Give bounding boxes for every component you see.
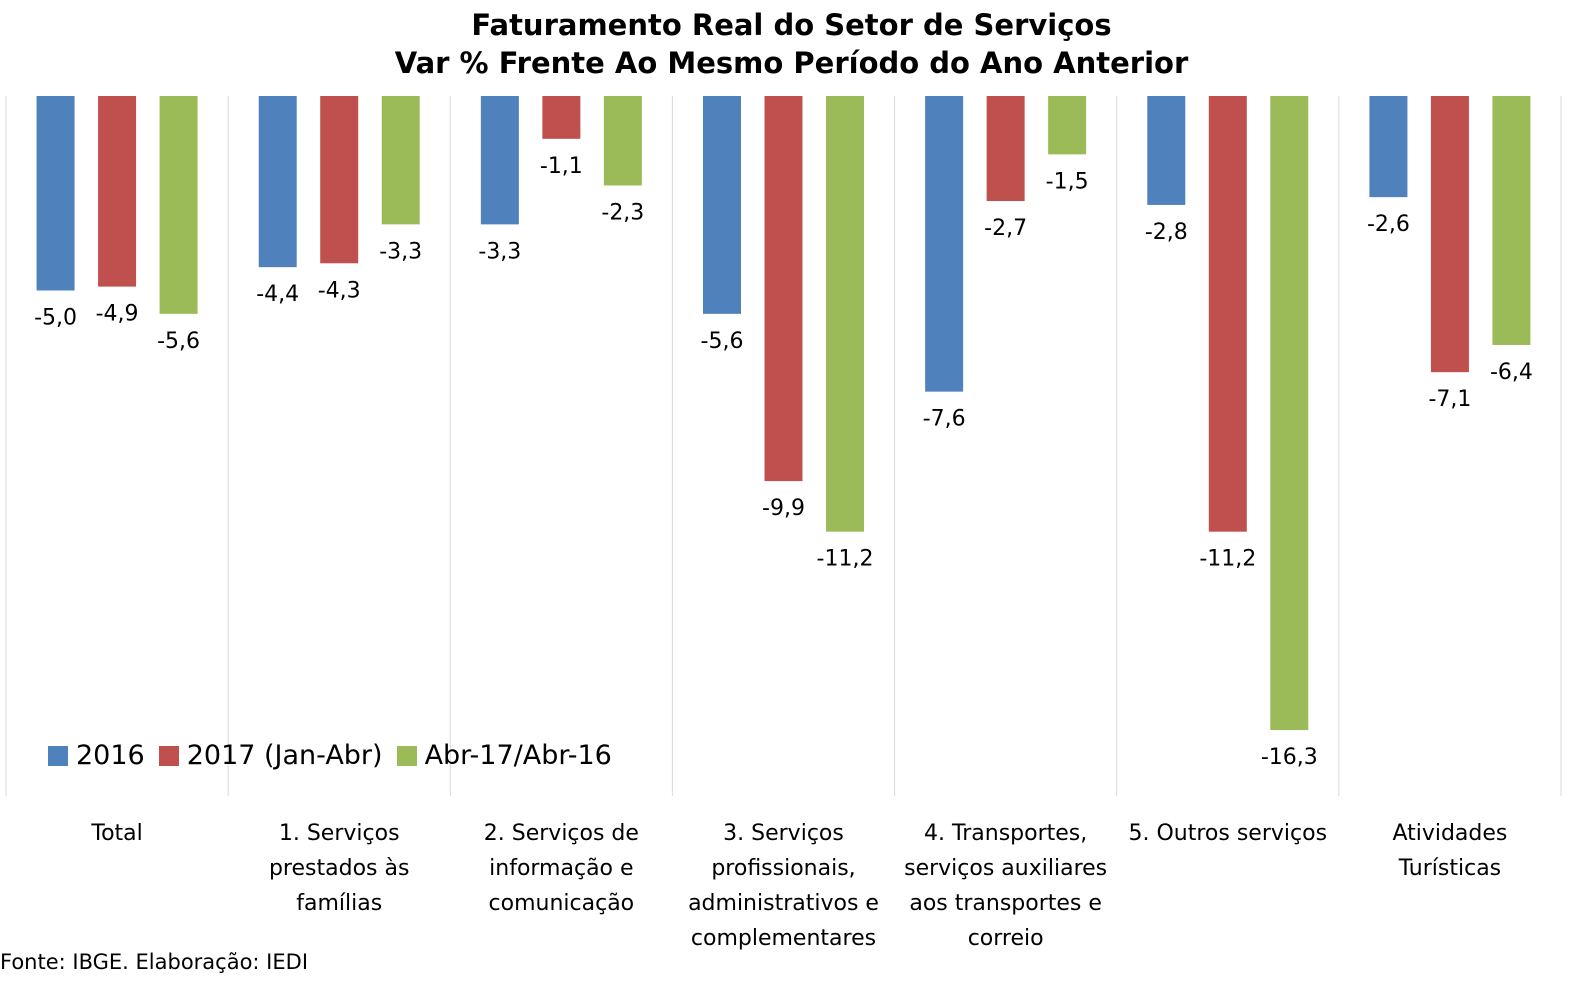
data-label-series1-cat1: -4,3 xyxy=(318,278,361,303)
bar-series0-cat1 xyxy=(258,96,297,268)
data-label-series0-cat6: -2,6 xyxy=(1367,212,1410,237)
legend-label-2017: 2017 (Jan-Abr) xyxy=(186,740,383,771)
data-label-series1-cat0: -4,9 xyxy=(96,302,139,327)
bar-series2-cat2 xyxy=(603,96,642,186)
bar-series0-cat0 xyxy=(36,96,75,291)
data-label-series2-cat3: -11,2 xyxy=(817,547,874,572)
data-label-series2-cat4: -1,5 xyxy=(1046,169,1089,194)
data-label-series0-cat3: -5,6 xyxy=(701,329,744,354)
bar-series1-cat5 xyxy=(1208,96,1247,532)
data-label-series2-cat0: -5,6 xyxy=(157,329,200,354)
legend-swatch-2016 xyxy=(48,745,68,766)
category-label-line: 1. Serviços xyxy=(279,821,400,846)
bar-series2-cat3 xyxy=(826,96,864,532)
category-label-line: Turísticas xyxy=(1398,856,1501,881)
category-label-line: 5. Outros serviços xyxy=(1129,821,1328,846)
category-label-3: 3. Serviços profissionais, administrativos… xyxy=(688,821,879,951)
bar-series0-cat6 xyxy=(1369,96,1408,198)
bar-group xyxy=(36,96,1531,731)
data-label-series0-cat5: -2,8 xyxy=(1145,220,1188,245)
chart-title-line1: Faturamento Real do Setor de Serviços xyxy=(471,8,1112,42)
legend-item-2017: 2017 (Jan-Abr) xyxy=(158,740,383,771)
category-label-5: 5. Outros serviços xyxy=(1129,821,1328,846)
category-label-line: prestados às xyxy=(269,856,409,881)
legend-swatch-2017 xyxy=(158,745,179,766)
bar-series1-cat4 xyxy=(986,96,1025,202)
data-label-series1-cat3: -9,9 xyxy=(762,496,805,521)
bar-series0-cat4 xyxy=(925,96,964,392)
bar-series2-cat0 xyxy=(159,96,198,314)
category-label-line: famílias xyxy=(296,891,382,916)
data-label-series1-cat4: -2,7 xyxy=(984,216,1027,241)
category-label-2: 2. Serviços de informação e comunicação xyxy=(484,821,639,916)
bar-series0-cat2 xyxy=(480,96,519,225)
legend-item-2016: 2016 xyxy=(48,740,145,771)
legend-item-abr: Abr-17/Abr-16 xyxy=(396,740,612,771)
data-label-series2-cat6: -6,4 xyxy=(1490,360,1533,385)
bar-series0-cat5 xyxy=(1147,96,1186,205)
chart-legend: 2016 2017 (Jan-Abr) Abr-17/Abr-16 xyxy=(48,740,626,771)
data-label-series2-cat2: -2,3 xyxy=(601,200,644,225)
data-label-series2-cat1: -3,3 xyxy=(379,239,422,264)
category-label-line: comunicação xyxy=(489,891,635,916)
data-label-series2-cat5: -16,3 xyxy=(1261,745,1318,770)
category-label-line: complementares xyxy=(691,926,876,951)
category-label-line: Atividades xyxy=(1392,821,1507,846)
category-label-6: Atividades Turísticas xyxy=(1392,821,1507,881)
data-label-series0-cat0: -5,0 xyxy=(34,306,77,331)
category-label-group: Total 1. Serviços prestados às famílias 2. S… xyxy=(90,821,1507,951)
chart-title-line2: Var % Frente Ao Mesmo Período do Ano Ant… xyxy=(394,46,1189,80)
category-separators xyxy=(5,96,1562,796)
bar-series1-cat3 xyxy=(764,96,803,482)
data-label-group: -5,0 -4,9 -5,6 -4,4 -4,3 -3,3 -3,3 -1,1 -2,3 -5,6… xyxy=(34,154,1533,770)
category-label-line: aos transportes e xyxy=(909,891,1102,916)
bar-series2-cat4 xyxy=(1048,96,1087,155)
category-label-line: administrativos e xyxy=(688,891,879,916)
data-label-series1-cat2: -1,1 xyxy=(540,154,583,179)
category-label-line: 3. Serviços xyxy=(723,821,844,846)
category-label-line: 4. Transportes, xyxy=(924,821,1087,846)
bar-series2-cat6 xyxy=(1492,96,1531,345)
data-label-series0-cat2: -3,3 xyxy=(478,239,521,264)
chart-title: Faturamento Real do Setor de Serviços Va… xyxy=(0,6,1583,82)
data-label-series1-cat6: -7,1 xyxy=(1428,387,1471,412)
bar-series1-cat2 xyxy=(542,96,581,139)
category-label-0: Total xyxy=(90,821,142,846)
category-label-line: 2. Serviços de xyxy=(484,821,639,846)
source-note: Fonte: IBGE. Elaboração: IEDI xyxy=(0,950,309,974)
category-label-line: serviços auxiliares xyxy=(904,856,1107,881)
category-label-line: Total xyxy=(90,821,142,846)
data-label-series0-cat4: -7,6 xyxy=(923,407,966,432)
category-label-line: informação e xyxy=(489,856,633,881)
category-label-1: 1. Serviços prestados às famílias xyxy=(269,821,409,916)
legend-label-abr: Abr-17/Abr-16 xyxy=(424,740,612,771)
category-label-line: correio xyxy=(968,926,1044,951)
bar-series1-cat6 xyxy=(1430,96,1469,373)
data-label-series1-cat5: -11,2 xyxy=(1199,547,1256,572)
bar-series2-cat1 xyxy=(381,96,420,225)
bar-series1-cat1 xyxy=(320,96,359,264)
bar-series1-cat0 xyxy=(98,96,137,287)
bar-series2-cat5 xyxy=(1270,96,1309,731)
category-label-line: profissionais, xyxy=(711,856,855,881)
legend-label-2016: 2016 xyxy=(76,740,145,771)
legend-swatch-abr xyxy=(396,745,417,766)
data-label-series0-cat1: -4,4 xyxy=(256,282,299,307)
category-label-4: 4. Transportes, serviços auxiliares aos tr… xyxy=(904,821,1107,951)
bar-series0-cat3 xyxy=(703,96,741,314)
